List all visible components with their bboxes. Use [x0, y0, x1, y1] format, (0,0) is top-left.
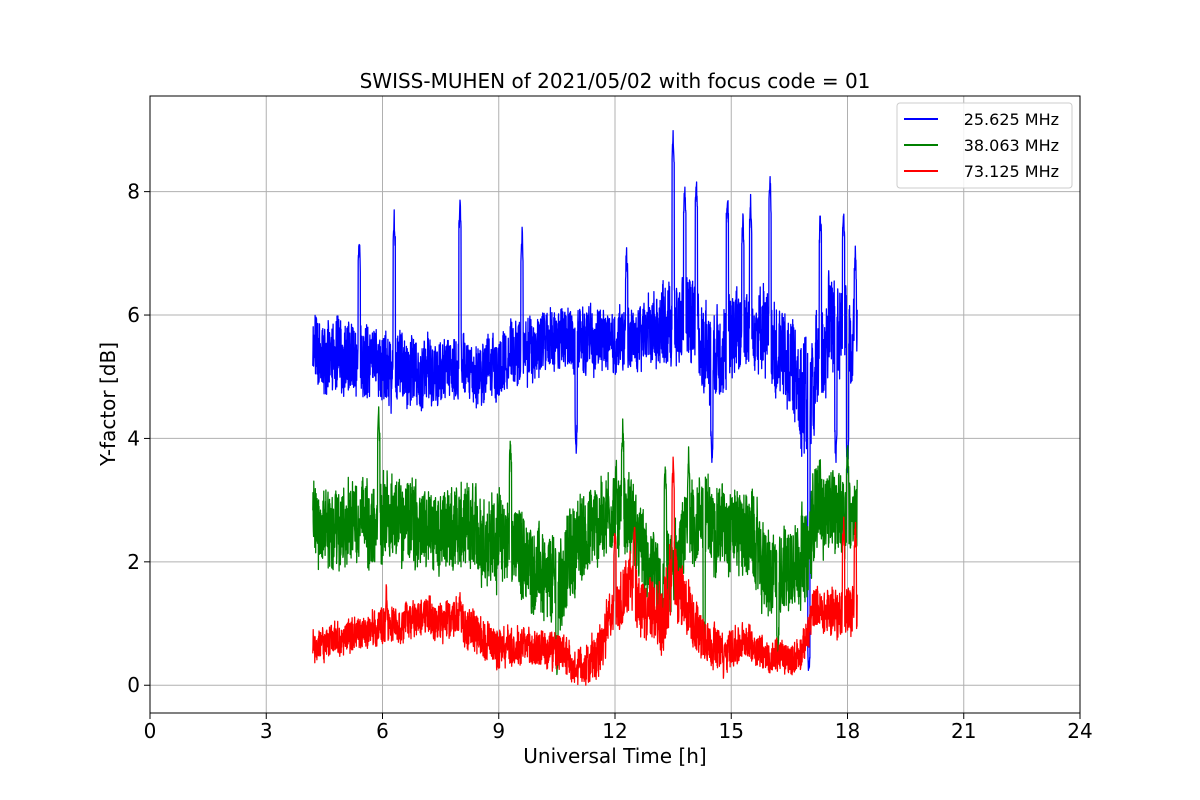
x-tick-label: 24: [1067, 719, 1092, 743]
y-tick-label: 8: [127, 180, 140, 204]
x-axis: 0 3 6 9 12 15 18 21 24: [144, 713, 1093, 743]
legend-label: 38.063 MHz: [964, 136, 1059, 155]
series-line-1: [312, 130, 858, 672]
y-axis: 0 2 4 6 8: [127, 180, 150, 697]
x-tick-label: 12: [602, 719, 627, 743]
x-tick-label: 18: [835, 719, 860, 743]
chart-title: SWISS-MUHEN of 2021/05/02 with focus cod…: [360, 69, 871, 93]
legend-label: 25.625 MHz: [964, 110, 1059, 129]
y-tick-label: 6: [127, 303, 140, 327]
y-tick-label: 4: [127, 426, 140, 450]
legend-label: 73.125 MHz: [964, 162, 1059, 181]
x-axis-label: Universal Time [h]: [523, 744, 706, 768]
x-tick-label: 9: [492, 719, 505, 743]
y-axis-label: Y-factor [dB]: [96, 342, 120, 467]
x-tick-label: 6: [376, 719, 389, 743]
x-tick-label: 21: [951, 719, 976, 743]
grid: [149, 96, 1081, 713]
y-tick-label: 2: [127, 550, 140, 574]
legend-box: [896, 102, 1073, 189]
x-tick-label: 15: [719, 719, 744, 743]
series-line-2: [312, 406, 858, 676]
y-tick-label: 0: [127, 673, 140, 697]
x-tick-label: 3: [260, 719, 273, 743]
series-line-3: [312, 456, 858, 686]
legend: 25.625 MHz 38.063 MHz 73.125 MHz: [896, 102, 1073, 189]
series-layer: [312, 130, 858, 686]
x-tick-label: 0: [144, 719, 157, 743]
